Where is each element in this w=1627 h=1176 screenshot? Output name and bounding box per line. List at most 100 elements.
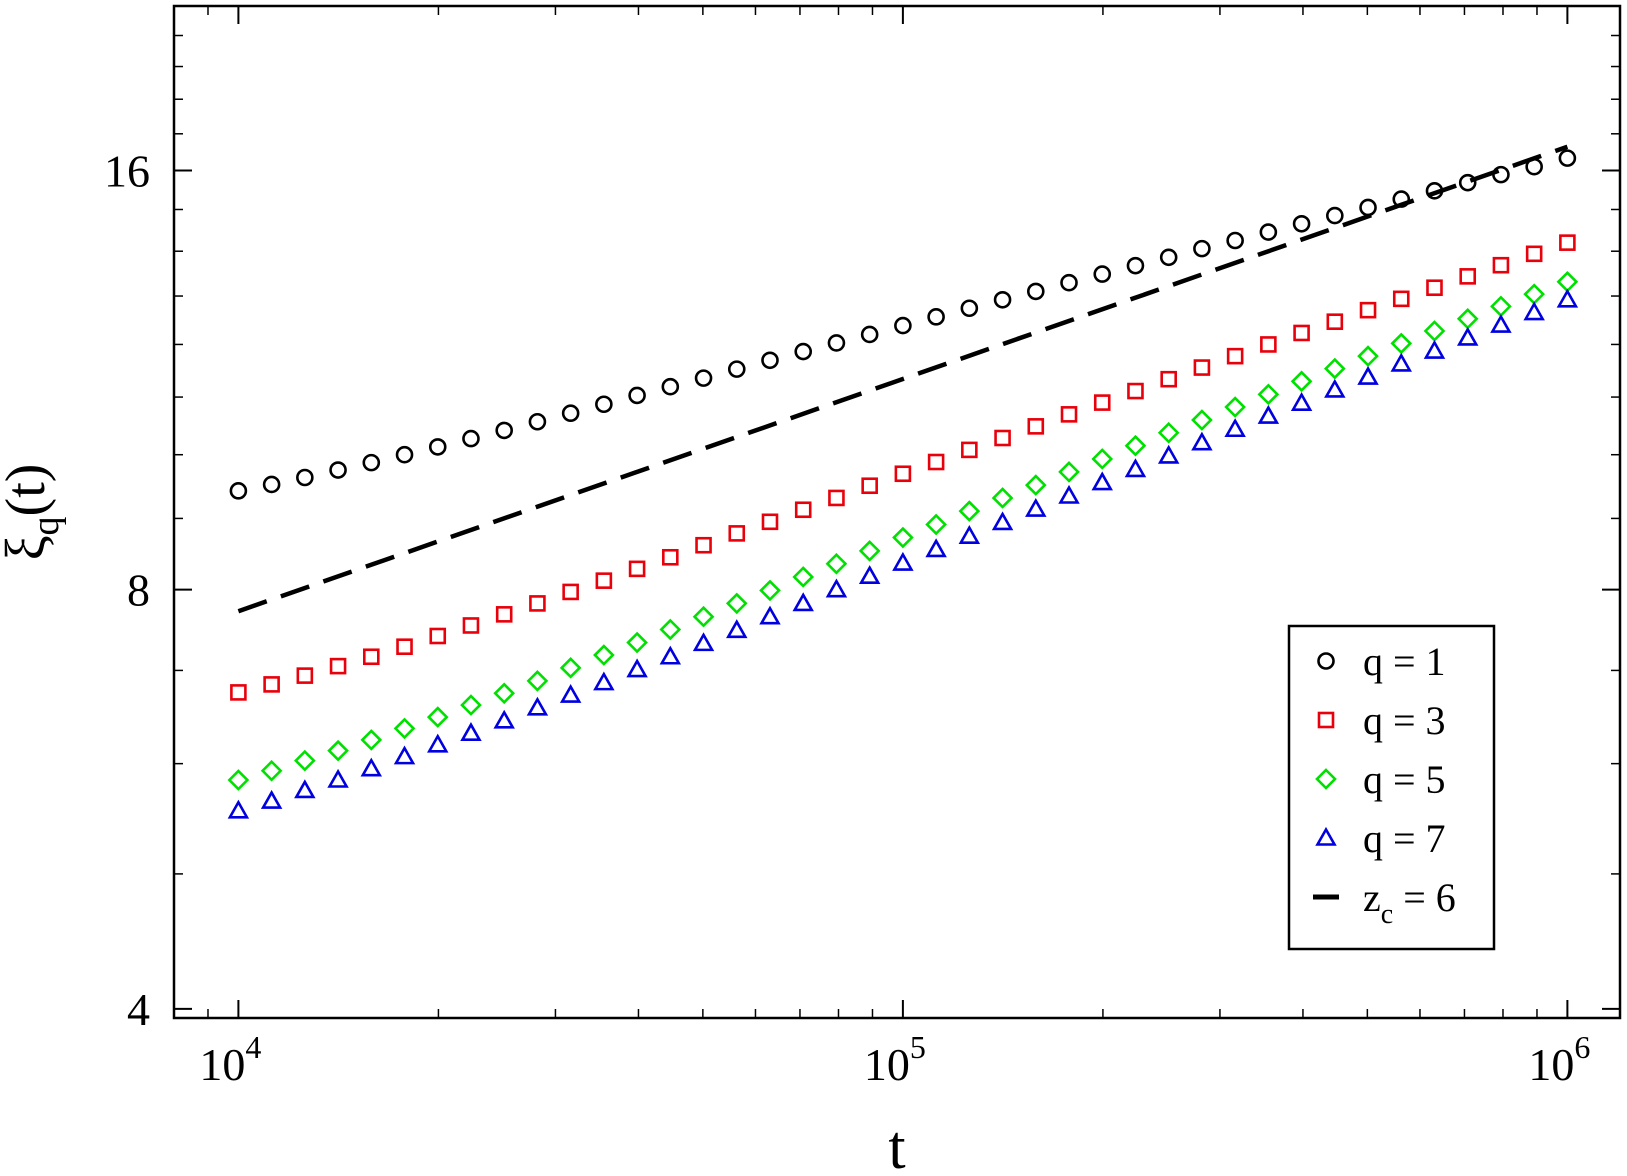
square-point [230, 684, 247, 701]
circle-point [960, 299, 979, 318]
circle-point [1226, 231, 1244, 250]
x-tick-label-exp: 4 [245, 1029, 261, 1065]
circle-point [1392, 190, 1411, 208]
triangle-point [1490, 313, 1512, 333]
square-point [362, 648, 380, 666]
legend-label-q5: q = 5 [1363, 757, 1446, 802]
circle-point [462, 429, 480, 448]
square-point [794, 501, 812, 519]
square-point [1226, 347, 1244, 365]
square-point [662, 548, 679, 566]
triangle-point [792, 592, 814, 612]
triangle-point [460, 722, 482, 741]
x-tick-label-exp: 6 [1574, 1029, 1590, 1065]
diamond-point [360, 729, 383, 751]
triangle-point [1423, 339, 1446, 359]
reference-line-zc6 [237, 144, 1569, 614]
reference-line-group [237, 144, 1569, 614]
x-tick-label: 105 [864, 1029, 926, 1090]
circle-point [1292, 214, 1311, 233]
diamond-point [1390, 332, 1413, 355]
axis-ticks [174, 6, 1620, 1018]
circle-point [1026, 282, 1045, 301]
triangle-point [1025, 497, 1047, 517]
diamond-point [1357, 345, 1379, 367]
square-point [861, 477, 878, 495]
square-point [1260, 336, 1277, 353]
circle-point [1492, 165, 1510, 184]
square-point [1426, 279, 1443, 297]
square-point [828, 489, 845, 507]
triangle-point [593, 671, 615, 691]
circle-point [561, 404, 580, 423]
square-point [296, 667, 314, 684]
triangle-point [1324, 378, 1346, 398]
x-tick-label-exp: 5 [910, 1029, 926, 1065]
triangle-point [1357, 365, 1379, 385]
circle-point [694, 369, 713, 387]
circle-point [1193, 239, 1211, 258]
diamond-point [227, 769, 250, 791]
circle-point [229, 482, 248, 500]
diamond-point [991, 487, 1014, 509]
y-axis-label-main: ξ [0, 535, 57, 560]
circle-point [1093, 265, 1112, 283]
square-point [429, 627, 447, 645]
square-point [1359, 301, 1377, 319]
y-tick-label: 8 [127, 565, 150, 616]
diamond-point [858, 540, 881, 562]
triangle-point [1157, 444, 1180, 464]
triangle-point [559, 683, 582, 703]
circle-point [296, 468, 314, 487]
triangle-point [360, 757, 383, 777]
circle-point [827, 334, 846, 352]
triangle-point [692, 632, 715, 652]
series-square [230, 234, 1576, 701]
diamond-point [1523, 283, 1545, 306]
diamond-point [460, 694, 482, 716]
circle-point [1359, 198, 1377, 217]
circle-point [1425, 182, 1444, 200]
square-point [994, 429, 1011, 447]
circle-point [628, 386, 646, 405]
triangle-point [858, 565, 881, 585]
circle-point [1558, 149, 1577, 167]
square-point [1492, 256, 1510, 274]
square-point [695, 536, 712, 554]
diamond-point [725, 592, 748, 615]
x-tick-label: 104 [199, 1029, 261, 1090]
triangle-point [1390, 352, 1412, 372]
legend-markers [1313, 652, 1339, 900]
circle-point [1326, 206, 1344, 225]
legend: q = 1 q = 3 q = 5 q = 7 zc = 6 [1287, 624, 1496, 951]
triangle-point [1556, 288, 1579, 308]
circle-point [495, 421, 513, 440]
diamond-point [1257, 383, 1280, 406]
triangle-point [493, 709, 515, 729]
diamond-point [1290, 370, 1313, 393]
square-point [628, 560, 646, 578]
square-point [462, 617, 480, 634]
circle-point [894, 316, 912, 335]
series-triangle [227, 288, 1579, 819]
circle-point [595, 395, 613, 414]
circle-point [1458, 173, 1477, 192]
square-point [761, 513, 779, 531]
circle-point [395, 445, 414, 464]
triangle-point [991, 511, 1014, 531]
legend-label-zc: zc = 6 [1363, 875, 1456, 930]
series-circle [229, 149, 1577, 500]
square-point [1127, 382, 1144, 400]
x-axis-label: t [888, 1114, 905, 1176]
x-tick-label-base: 10 [199, 1039, 245, 1090]
legend-label-zc-main: z [1363, 875, 1381, 920]
circle-point [761, 351, 779, 370]
triangle-point [1257, 404, 1280, 424]
triangle-point [1124, 458, 1147, 478]
circle-point [362, 453, 381, 472]
diamond-point [792, 566, 815, 588]
triangle-point [1456, 326, 1479, 346]
y-axis-label-sub: q [25, 516, 67, 535]
diamond-point [327, 739, 349, 762]
legend-label-q1: q = 1 [1363, 639, 1446, 684]
